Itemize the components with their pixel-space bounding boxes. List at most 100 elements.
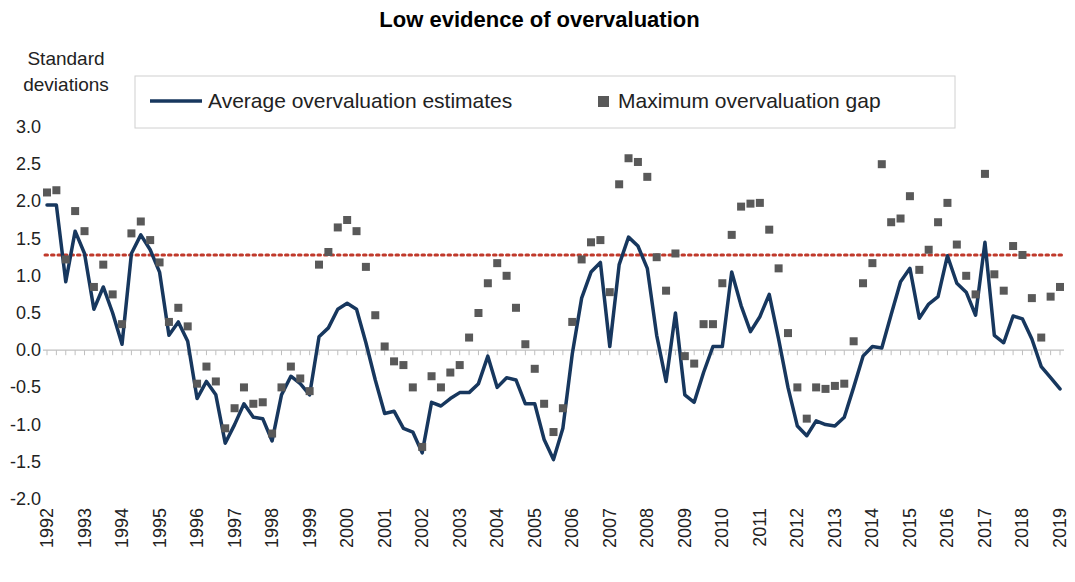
x-tick-label: 2017 [975,508,995,548]
x-tick [525,350,526,355]
series-marker [681,352,689,360]
series-marker [737,203,745,211]
x-tick [825,350,826,355]
series-marker [240,383,248,391]
series-marker [503,272,511,280]
y-axis-label-line: deviations [23,74,109,95]
series-marker [897,215,905,223]
series-marker [718,279,726,287]
series-marker [990,270,998,278]
x-tick [806,350,807,355]
series-marker [756,199,764,207]
series-marker [512,304,520,312]
series-marker [775,264,783,272]
series-marker [972,290,980,298]
x-tick-label: 2001 [375,508,395,548]
series-marker [90,283,98,291]
x-tick-label: 2019 [1050,508,1070,548]
series-marker [822,385,830,393]
x-tick [1022,350,1023,355]
series-marker [671,249,679,257]
x-tick [300,350,301,355]
series-marker [399,361,407,369]
x-tick-label: 2014 [862,508,882,548]
x-tick [234,350,235,355]
series-marker [184,322,192,330]
series-marker [71,207,79,215]
x-tick [881,350,882,355]
title: Low evidence of overvaluation [379,7,699,32]
x-tick [459,350,460,355]
series-marker [700,320,708,328]
x-tick [984,350,985,355]
y-tick-label: 1.5 [16,229,41,249]
y-tick [43,127,46,128]
x-tick [328,350,329,355]
x-tick-label: 1997 [225,508,245,548]
series-marker [803,415,811,423]
series-marker [915,266,923,274]
x-tick [469,350,470,355]
x-tick [478,350,479,355]
x-tick [131,350,132,355]
x-tick [994,350,995,355]
x-tick [975,350,976,355]
x-tick [150,350,151,355]
series-marker [362,263,370,271]
series-marker [371,311,379,319]
x-tick [534,350,535,355]
series-marker [859,279,867,287]
x-tick [347,350,348,355]
series-marker [231,404,239,412]
x-tick [440,350,441,355]
x-tick [553,350,554,355]
series-marker [296,374,304,382]
series-marker [334,223,342,231]
y-tick-label: -1.0 [10,415,41,435]
x-tick [1031,350,1032,355]
series-marker [221,424,229,432]
x-tick [1003,350,1004,355]
series-marker [625,154,633,162]
x-tick [356,350,357,355]
x-tick [403,350,404,355]
series-marker [268,430,276,438]
threshold-line [45,253,1062,256]
x-tick [122,350,123,355]
x-tick [215,350,216,355]
series-marker [831,382,839,390]
series-marker [62,255,70,263]
x-tick-label: 2013 [825,508,845,548]
x-tick [619,350,620,355]
x-tick [394,350,395,355]
series-marker [1000,287,1008,295]
series-marker [925,246,933,254]
series-marker [493,259,501,267]
x-tick [1041,350,1042,355]
x-tick [609,350,610,355]
legend-label: Average overvaluation estimates [208,89,512,112]
series-marker [765,226,773,234]
series-marker [550,428,558,436]
x-tick [731,350,732,355]
series-marker [43,188,51,196]
x-tick-label: 2005 [525,508,545,548]
x-tick [853,350,854,355]
x-tick-label: 1992 [37,508,57,548]
series-marker [306,387,314,395]
x-tick [253,350,254,355]
x-tick [319,350,320,355]
x-tick [900,350,901,355]
series-marker [596,236,604,244]
series-marker [146,236,154,244]
x-tick [281,350,282,355]
legend-label: Maximum overvaluation gap [618,89,881,112]
series-marker [193,380,201,388]
series-marker [137,217,145,225]
x-tick [928,350,929,355]
series-marker [793,383,801,391]
x-tick [112,350,113,355]
series-marker [840,380,848,388]
x-tick [168,350,169,355]
x-tick [703,350,704,355]
